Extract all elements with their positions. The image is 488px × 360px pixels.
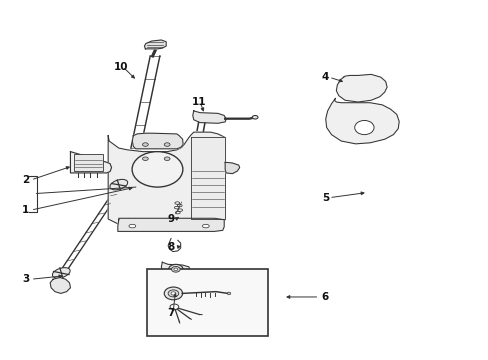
Text: 6: 6	[321, 292, 328, 302]
Ellipse shape	[168, 264, 183, 274]
Ellipse shape	[110, 179, 127, 190]
Ellipse shape	[132, 152, 183, 187]
Text: 5: 5	[321, 193, 328, 203]
Ellipse shape	[194, 275, 200, 279]
Ellipse shape	[252, 116, 258, 119]
Polygon shape	[50, 278, 70, 293]
Ellipse shape	[129, 224, 136, 228]
Ellipse shape	[164, 287, 182, 300]
Polygon shape	[336, 75, 386, 102]
Text: 8: 8	[167, 242, 174, 252]
Ellipse shape	[52, 267, 70, 278]
Polygon shape	[191, 138, 224, 219]
Text: 9: 9	[167, 214, 174, 224]
Polygon shape	[70, 152, 111, 173]
Text: 1: 1	[22, 205, 29, 215]
Bar	[146, 269, 267, 336]
Ellipse shape	[164, 143, 170, 146]
Ellipse shape	[202, 224, 209, 228]
Polygon shape	[224, 162, 239, 174]
Ellipse shape	[142, 143, 148, 146]
Text: 3: 3	[22, 274, 29, 284]
Ellipse shape	[174, 268, 178, 271]
Polygon shape	[118, 218, 224, 231]
Bar	[74, 154, 103, 171]
Polygon shape	[161, 262, 190, 276]
Polygon shape	[132, 133, 183, 149]
Ellipse shape	[171, 292, 176, 295]
Text: 11: 11	[191, 97, 205, 107]
Polygon shape	[108, 132, 224, 226]
Polygon shape	[192, 111, 225, 123]
Ellipse shape	[142, 157, 148, 161]
Ellipse shape	[171, 266, 180, 272]
Ellipse shape	[354, 121, 373, 135]
Text: 10: 10	[114, 62, 128, 72]
Ellipse shape	[164, 157, 170, 161]
Ellipse shape	[227, 292, 230, 295]
Text: 7: 7	[167, 308, 174, 318]
Text: 2: 2	[22, 175, 29, 185]
Ellipse shape	[168, 290, 179, 297]
Text: 4: 4	[321, 72, 328, 82]
Polygon shape	[144, 40, 166, 49]
Polygon shape	[325, 99, 398, 144]
